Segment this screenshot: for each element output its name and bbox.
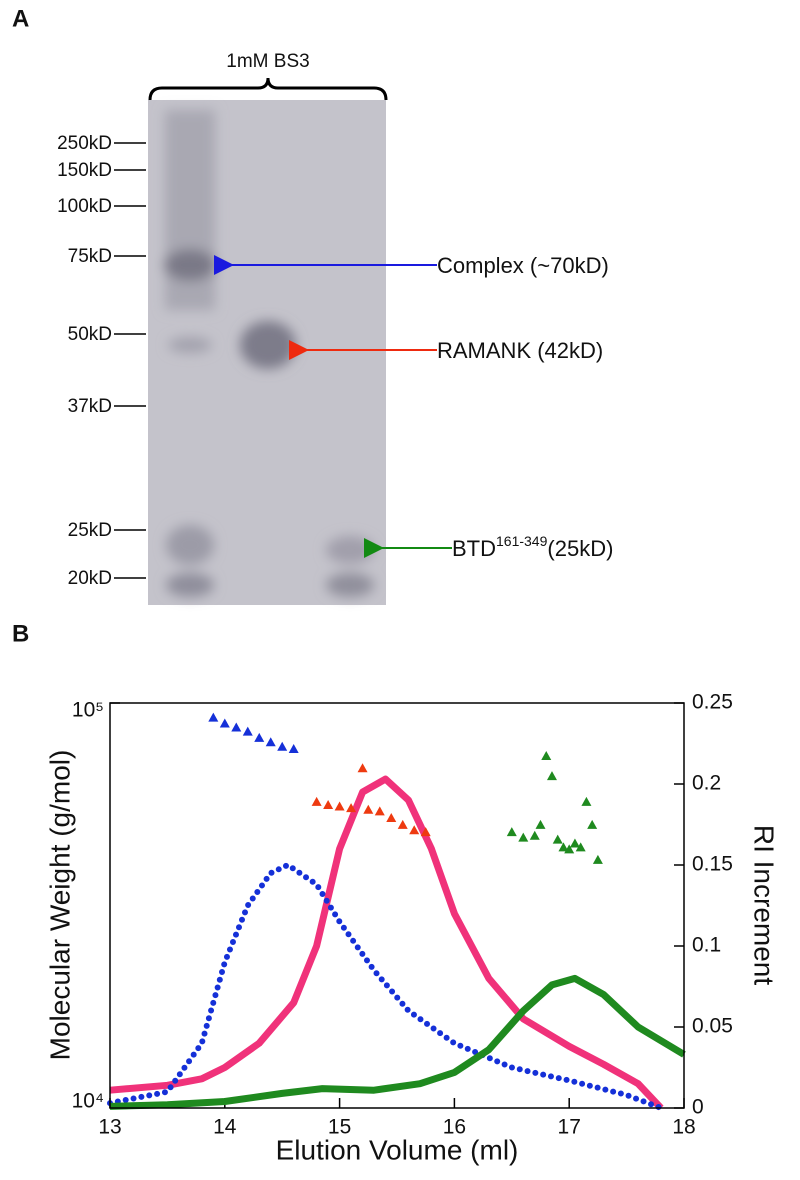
- mw-point: [564, 844, 575, 854]
- x-tick-label: 15: [328, 1116, 351, 1139]
- mw-point: [541, 750, 552, 760]
- mw-point: [363, 804, 374, 814]
- lane-label: 1mM BS3: [226, 51, 309, 72]
- ri-curve: [109, 775, 664, 1111]
- mw-point: [529, 830, 540, 840]
- marker-ladder: 250kD 150kD 100kD 75kD 50kD 37kD 25kD 20kD: [57, 133, 146, 589]
- mw-point: [397, 819, 408, 829]
- panel-label: B: [12, 620, 29, 647]
- mw-point: [409, 825, 420, 835]
- annotation-suffix: (25kD): [547, 536, 613, 561]
- mw-point: [323, 799, 334, 809]
- mw-point: [569, 838, 580, 848]
- mw-point: [254, 732, 265, 742]
- gel-bands: [164, 110, 374, 597]
- marker-label: 250kD: [57, 133, 112, 154]
- annotation: BTD161-349(25kD): [452, 533, 613, 561]
- mw-point: [242, 726, 253, 736]
- mw-point: [506, 827, 517, 837]
- y-tick-label: 10⁵: [72, 699, 104, 722]
- x-tick-label: 14: [213, 1116, 237, 1139]
- plot: 13 14 15 16 17 18 10⁴ 10⁵ 0 0.05 0.1 0.15 0.2 0.25: [72, 691, 733, 1139]
- y-axis-title: Molecular Weight (g/mol): [44, 750, 75, 1061]
- ri-curve: [109, 974, 686, 1110]
- lane-bracket: [148, 77, 388, 101]
- ri-curve: [107, 862, 664, 1111]
- mw-point: [535, 819, 546, 829]
- marker-label: 20kD: [68, 568, 112, 589]
- mw-point: [546, 771, 557, 781]
- annotation: Complex (~70kD): [437, 253, 609, 278]
- y2-tick-label: 0.15: [692, 853, 733, 876]
- x-axis-title: Elution Volume (ml): [276, 1134, 519, 1165]
- marker-label: 100kD: [57, 196, 112, 217]
- mw-point: [552, 834, 563, 844]
- y2-tick-label: 0.2: [692, 772, 721, 795]
- mw-point: [346, 803, 357, 813]
- mw-point: [386, 813, 397, 823]
- mw-point: [208, 712, 219, 722]
- mw-point: [592, 854, 603, 864]
- mw-point: [357, 763, 368, 773]
- annotation-text: BTD: [452, 536, 496, 561]
- marker-label: 50kD: [68, 324, 112, 345]
- mw-point: [575, 842, 586, 852]
- y2-tick-label: 0.1: [692, 934, 721, 957]
- mw-point: [374, 806, 385, 816]
- marker-label: 75kD: [68, 246, 112, 267]
- mw-point: [558, 842, 569, 852]
- y2-tick-label: 0: [692, 1096, 704, 1119]
- annotation: RAMANK (42kD): [437, 338, 603, 363]
- y-tick-label: 10⁴: [72, 1090, 104, 1113]
- mw-point: [231, 722, 242, 732]
- annotation-superscript: 161-349: [496, 533, 548, 549]
- y2-tick-label: 0.05: [692, 1015, 733, 1038]
- plot-frame: [109, 702, 685, 1109]
- x-tick-label: 17: [558, 1116, 581, 1139]
- mw-point: [581, 796, 592, 806]
- mw-point: [311, 796, 322, 806]
- x-tick-label: 16: [443, 1116, 466, 1139]
- mw-point: [219, 718, 230, 728]
- y2-tick-label: 0.25: [692, 691, 733, 714]
- mw-point: [265, 737, 276, 747]
- x-tick-label: 18: [672, 1116, 695, 1139]
- marker-label: 25kD: [68, 520, 112, 541]
- marker-label: 150kD: [57, 160, 112, 181]
- mw-point: [518, 832, 529, 842]
- mw-point: [277, 741, 288, 751]
- mw-point: [334, 801, 345, 811]
- mw-point: [420, 827, 431, 837]
- x-tick-label: 13: [98, 1116, 121, 1139]
- marker-label: 37kD: [68, 396, 112, 417]
- mw-point: [288, 743, 299, 753]
- panel-label: A: [12, 5, 29, 32]
- y2-axis-title: RI Increment: [749, 825, 780, 985]
- mw-point: [587, 819, 598, 829]
